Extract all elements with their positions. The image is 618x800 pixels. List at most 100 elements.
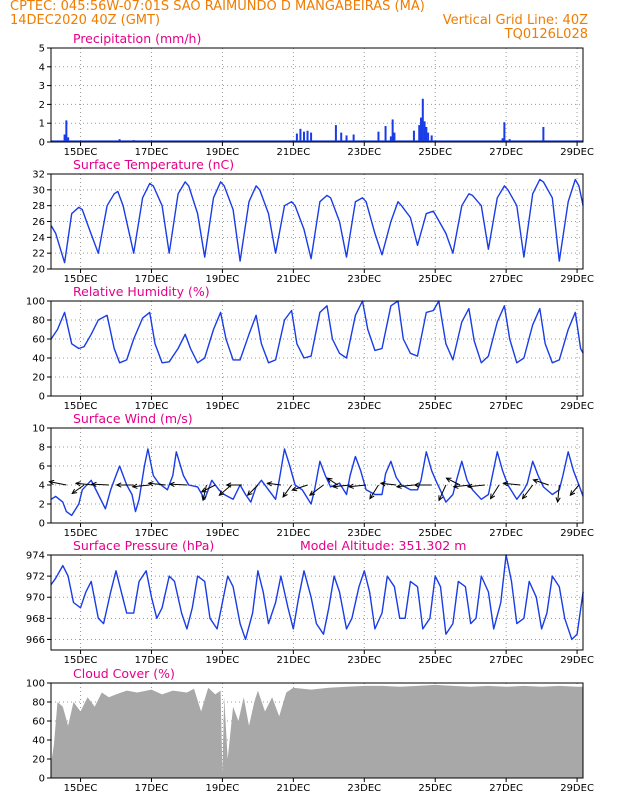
panel-precip-bar [295,133,298,142]
panel-cloud-title: Cloud Cover (%) [73,666,175,681]
panel-wind-y-tick-label: 8 [39,443,45,454]
panel-wind-x-tick-label: 25DEC [418,528,452,539]
panel-rh-frame [50,300,584,397]
wind-arrow-head [413,482,420,488]
wind-arrow-head [168,481,175,487]
panel-precip-x-tick-label: 15DEC [64,147,98,158]
panel-cloud-x-tick-label: 17DEC [135,783,169,794]
panel-wind-frame [50,427,584,524]
panel-precip-bar [423,121,426,142]
panel-temp-x-tick-label: 29DEC [560,274,594,285]
wind-arrow [49,481,67,486]
wind-arrow [292,484,308,491]
wind-arrow-head [445,477,452,483]
panel-wind-x-tick-label: 15DEC [64,528,98,539]
panel-temp-frame [50,173,584,270]
panel-pres-series-line [50,554,584,641]
model-altitude-label: Model Altitude: 351.302 m [300,538,466,553]
panel-cloud-x-tick-label: 29DEC [560,783,594,794]
panel-wind-series-line [50,448,584,517]
wind-arrow [438,484,447,501]
panel-precip-bar [389,136,392,142]
panel-precip-bar [340,132,343,142]
panel-pres-x-tick-label: 21DEC [276,655,310,666]
wind-arrow-head [74,481,81,487]
panel-rh-x-tick-label: 25DEC [418,401,452,412]
panel-precip-x-tick-label: 17DEC [135,147,169,158]
wind-arrow-head [201,495,207,502]
panel-temp-y-tick-label: 30 [32,185,45,196]
panel-temp-x-tick-label: 23DEC [347,274,381,285]
wind-arrow-head [147,481,154,487]
panel-precip-bar [427,132,430,142]
wind-arrow [490,484,500,499]
wind-arrow [533,479,549,486]
panel-temp-x-tick-label: 15DEC [64,274,98,285]
panel-rh-y-tick-label: 20 [32,373,45,384]
panel-pres-y-tick-label: 968 [26,614,45,625]
panel-wind-y-tick-label: 6 [39,462,45,473]
wind-arrow-head [282,491,288,498]
wind-arrow [202,484,207,501]
panel-wind-x-tick-label: 17DEC [135,528,169,539]
wind-arrow [71,484,85,494]
panel-temp-series-line [50,178,584,264]
panel-precip-frame [50,47,584,143]
panel-temp-y-tick-label: 32 [32,170,45,181]
panel-pres-title: Surface Pressure (hPa) [73,538,214,553]
wind-arrow [380,482,397,486]
wind-arrow [282,484,292,498]
panel-precip-bar [306,130,309,142]
wind-arrow-head [569,490,576,497]
wind-arrow-head [48,479,55,486]
header-line1: CPTEC: 045:56W-07:01S SAO RAIMUNDO D MAN… [10,0,425,14]
panel-temp-y-tick-label: 24 [32,233,45,244]
panel-rh-x-tick-label: 21DEC [276,401,310,412]
wind-arrow-head [246,490,253,497]
panel-precip-y-tick-label: 1 [39,119,45,130]
panel-precip-bar [420,117,423,142]
wind-arrow-head [489,493,496,500]
wind-arrow [169,483,187,486]
panel-precip-x-tick-label: 19DEC [206,147,240,158]
panel-precip-bar [393,132,396,142]
panel-precip-bar [310,132,313,142]
wind-arrow-head [369,493,375,500]
wind-arrow [247,484,259,496]
wind-arrow [369,484,379,499]
wind-arrow-head [555,497,561,504]
panel-temp-x-tick-label: 19DEC [206,274,240,285]
panel-wind-x-tick-label: 23DEC [347,528,381,539]
panel-precip-bar [425,126,428,142]
panel-wind-title: Surface Wind (m/s) [73,411,193,426]
wind-arrow [132,484,150,488]
panel-cloud-y-tick-label: 0 [39,774,45,785]
panel-precip-bar [430,135,433,142]
panel-temp-y-tick-label: 28 [32,201,45,212]
panel-precip-bar [412,130,415,142]
panel-precip-bar [418,125,421,142]
panel-precip-bar [501,138,504,142]
header-date: 14DEC2020 40Z (GMT) [10,13,161,28]
panel-precip-bar [302,131,305,142]
panel-precip-x-tick-label: 27DEC [489,147,523,158]
panel-precip-y-tick-label: 3 [39,81,45,92]
wind-arrow [267,482,281,486]
panel-precip-bar [334,125,337,142]
panel-cloud-x-tick-label: 19DEC [206,783,240,794]
wind-arrow [503,482,521,486]
panel-precip-bar [503,122,506,142]
panel-precip-bar [377,131,380,142]
wind-arrow-head [502,481,509,487]
wind-arrow [91,483,109,486]
panel-rh-y-tick-label: 40 [32,354,45,365]
wind-arrow-head [225,482,232,488]
panel-precip-bar [384,126,387,142]
panel-pres-y-tick-label: 972 [26,572,45,583]
panel-pres-frame [50,554,584,651]
panel-wind-y-tick-label: 2 [39,500,45,511]
panel-precip-y-tick-label: 4 [39,62,45,73]
panel-rh-y-tick-label: 0 [39,392,45,403]
wind-arrow-head [438,495,444,502]
panel-precip-x-tick-label: 21DEC [276,147,310,158]
